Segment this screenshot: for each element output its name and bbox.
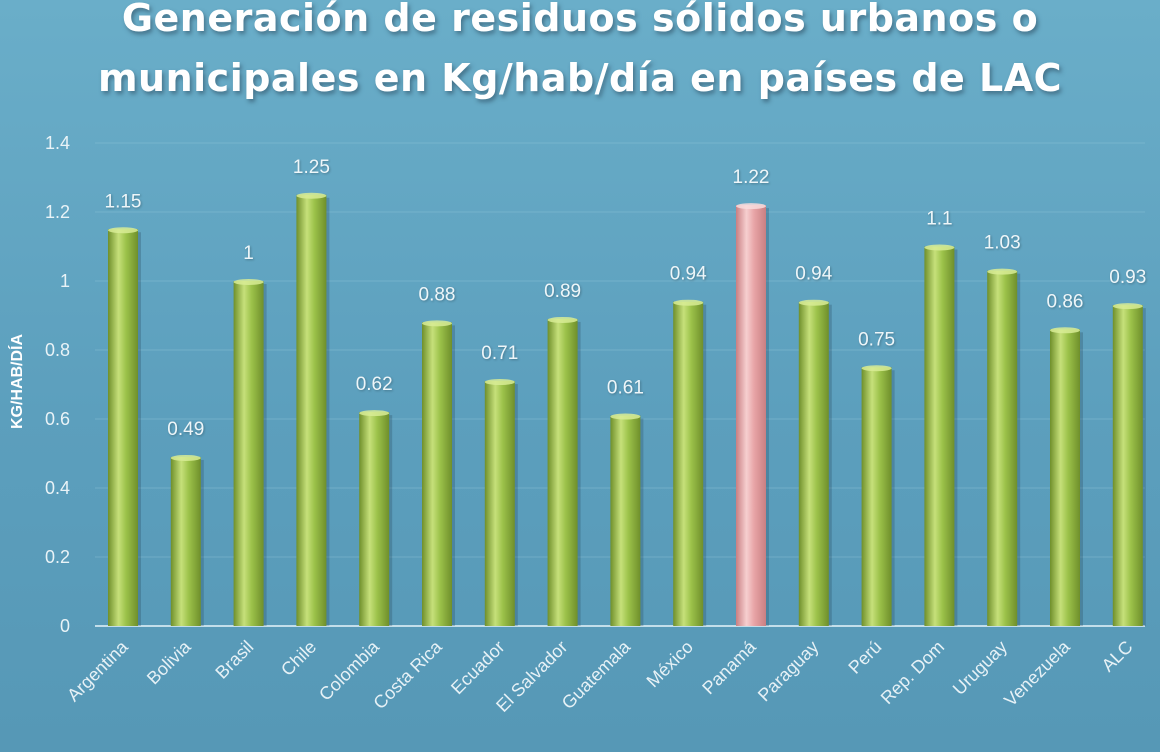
- category-label: Perú: [844, 637, 885, 678]
- data-label: 0.93: [1109, 267, 1146, 288]
- data-label: 1.15: [105, 191, 142, 212]
- y-tick-label: 1.2: [45, 202, 70, 222]
- data-label: 0.94: [795, 264, 832, 285]
- bar: [924, 246, 955, 626]
- data-label: 1.1: [926, 209, 952, 230]
- category-label: Rep. Dom: [877, 637, 948, 708]
- data-label: 1: [243, 243, 254, 264]
- data-label: 1.03: [984, 233, 1021, 254]
- bar: [359, 412, 390, 626]
- category-label: Brasil: [211, 637, 257, 683]
- bar-top: [547, 316, 578, 323]
- data-label: 0.62: [356, 374, 393, 395]
- bar: [170, 456, 201, 626]
- data-label: 1.22: [733, 167, 770, 188]
- bar: [422, 322, 452, 626]
- category-label: Uruguay: [949, 637, 1011, 699]
- category-label: Guatemala: [558, 636, 635, 713]
- bar: [861, 367, 892, 626]
- y-tick-label: 1: [60, 271, 70, 291]
- bar-top: [170, 454, 201, 461]
- category-label: Ecuador: [447, 637, 509, 699]
- bar-top: [1050, 327, 1080, 334]
- bar-top: [296, 192, 327, 199]
- category-label: Panamá: [698, 636, 760, 698]
- data-label: 0.94: [670, 264, 707, 285]
- category-label: Costa Rica: [369, 636, 446, 713]
- data-label: 0.88: [419, 284, 456, 305]
- bar-top: [610, 413, 641, 420]
- data-label: 0.86: [1047, 291, 1084, 312]
- bar: [296, 194, 327, 626]
- bar-highlight: [736, 205, 766, 626]
- bar: [233, 281, 264, 626]
- bar-top: [422, 320, 452, 327]
- category-label: Chile: [277, 637, 320, 680]
- y-tick-label: 0.8: [45, 340, 70, 360]
- data-label: 0.89: [544, 281, 581, 302]
- bar-top: [233, 279, 264, 285]
- chart-title: Generación de residuos sólidos urbanos o…: [0, 0, 1160, 108]
- y-tick-label: 0.2: [45, 547, 70, 567]
- bar: [1050, 329, 1080, 626]
- data-label: 0.71: [481, 343, 518, 364]
- bar: [610, 415, 641, 626]
- category-label: Argentina: [63, 636, 132, 705]
- bar-top: [484, 379, 515, 386]
- category-label: México: [643, 637, 697, 691]
- data-label: 0.49: [167, 419, 204, 440]
- bar: [547, 318, 578, 626]
- bar-top: [108, 227, 138, 234]
- bar: [798, 301, 829, 626]
- category-label: ALC: [1098, 637, 1137, 676]
- bar-top: [736, 203, 766, 210]
- bar-top: [1112, 303, 1143, 310]
- bar: [987, 270, 1018, 626]
- bar-top: [861, 365, 892, 372]
- chart-title-line-2: municipales en Kg/hab/día en países de L…: [97, 56, 1063, 100]
- y-tick-label: 0.4: [45, 478, 70, 498]
- bar-top: [924, 244, 955, 251]
- y-axis-title: KG/HAB/DÍA: [7, 334, 26, 430]
- bar-top: [987, 268, 1018, 275]
- category-label: Bolivia: [143, 636, 195, 688]
- bar-top: [673, 299, 704, 306]
- y-tick-label: 0.6: [45, 409, 70, 429]
- bar-top: [798, 299, 829, 306]
- category-label: Venezuela: [1000, 636, 1074, 710]
- chart-title-line-1: Generación de residuos sólidos urbanos o: [121, 0, 1039, 40]
- data-label: 0.75: [858, 329, 895, 350]
- y-tick-label: 0: [60, 616, 70, 636]
- data-label: 1.25: [293, 157, 330, 178]
- bar: [108, 229, 138, 626]
- bar: [673, 301, 704, 626]
- bar-top: [359, 410, 390, 417]
- category-label: Paraguay: [754, 637, 823, 706]
- bar: [484, 381, 515, 626]
- y-tick-label: 1.4: [45, 133, 70, 153]
- data-label: 0.61: [607, 378, 644, 399]
- bar: [1112, 305, 1143, 626]
